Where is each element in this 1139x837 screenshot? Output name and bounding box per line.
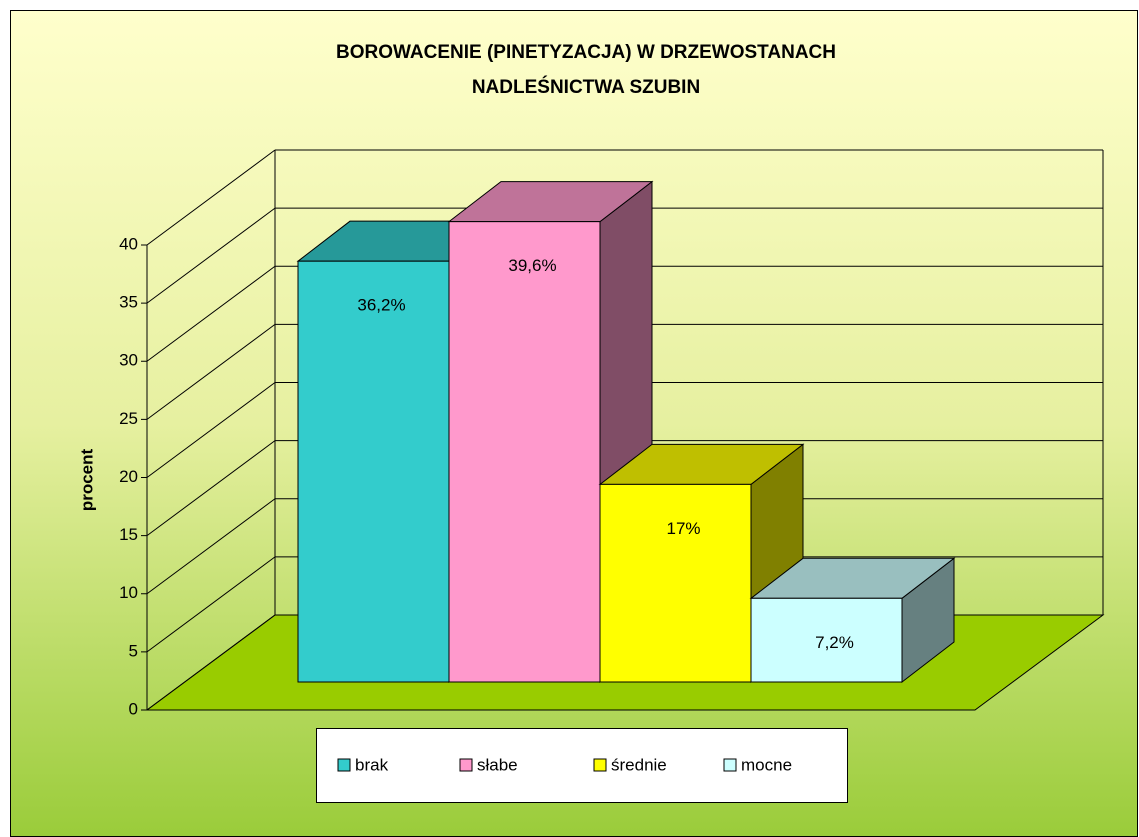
- grid-line: [146, 440, 276, 537]
- y-tick-label: 0: [129, 699, 138, 718]
- legend-label: mocne: [741, 755, 792, 774]
- legend-label: brak: [355, 755, 389, 774]
- y-tick-label: 35: [119, 293, 138, 312]
- grid-line: [146, 614, 276, 711]
- y-tick-label: 25: [119, 409, 138, 428]
- y-tick-label: 30: [119, 351, 138, 370]
- bar: [599, 483, 752, 683]
- legend-swatch: [459, 758, 473, 772]
- data-label: 39,6%: [508, 256, 556, 275]
- bar: [297, 260, 450, 683]
- chart-title: BOROWACENIE (PINETYZACJA) W DRZEWOSTANAC…: [336, 42, 836, 63]
- grid-line: [146, 149, 276, 246]
- legend-label: słabe: [477, 755, 518, 774]
- legend: [316, 728, 848, 803]
- legend-label: średnie: [611, 755, 667, 774]
- y-tick-label: 40: [119, 234, 138, 253]
- y-axis-label: procent: [77, 448, 96, 511]
- grid-line: [146, 382, 276, 478]
- y-tick-label: 20: [119, 467, 138, 486]
- bar: [448, 221, 601, 683]
- data-label: 17%: [666, 519, 700, 538]
- grid-line: [146, 323, 276, 420]
- y-tick-label: 15: [119, 525, 138, 544]
- grid-line: [146, 265, 276, 362]
- data-label: 36,2%: [357, 296, 405, 315]
- data-label: 7,2%: [815, 633, 854, 652]
- bar: [750, 597, 903, 683]
- legend-swatch: [337, 758, 351, 772]
- chart-title: NADLEŚNICTWA SZUBIN: [472, 76, 700, 98]
- grid-line: [146, 207, 276, 304]
- y-tick-label: 5: [129, 641, 138, 660]
- legend-swatch: [723, 758, 737, 772]
- legend-swatch: [593, 758, 607, 772]
- grid-line: [146, 498, 276, 595]
- y-tick-label: 10: [119, 583, 138, 602]
- grid-line: [146, 556, 276, 653]
